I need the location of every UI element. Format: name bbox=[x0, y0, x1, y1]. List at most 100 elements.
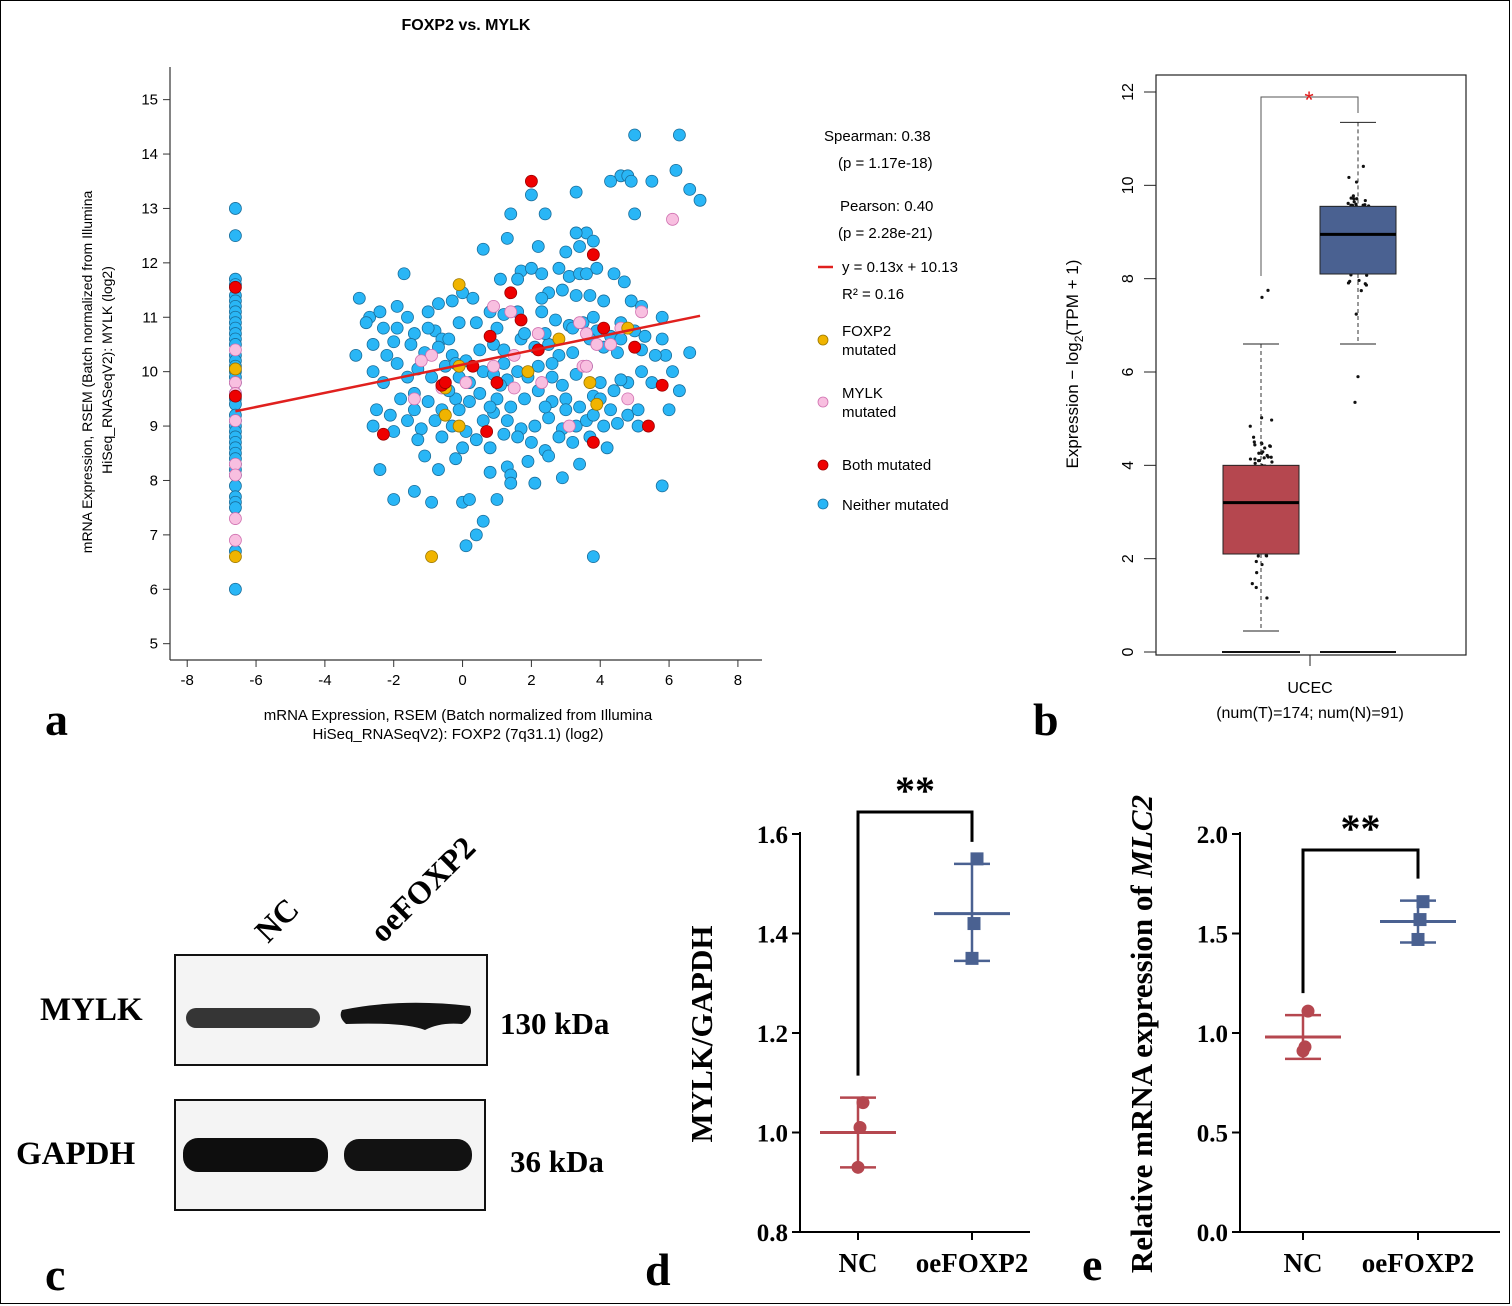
point-foxp2 bbox=[590, 397, 604, 411]
point-neither bbox=[655, 332, 669, 346]
panel-b-dot bbox=[1264, 553, 1268, 558]
spearman-label: Spearman: 0.38 bbox=[824, 128, 931, 145]
point-neither bbox=[552, 430, 566, 444]
point-neither bbox=[542, 411, 556, 425]
panel-b-dot bbox=[1354, 312, 1358, 316]
panel-b-dot bbox=[1270, 460, 1274, 464]
point-neither bbox=[583, 289, 597, 302]
point-neither bbox=[604, 403, 617, 417]
panel-a-x-tick-label: -4 bbox=[318, 672, 331, 689]
point-neither bbox=[604, 174, 617, 188]
panel-label-d: d bbox=[645, 1244, 671, 1295]
point-mylk bbox=[228, 468, 242, 482]
point-neither bbox=[683, 183, 697, 196]
panel-e-x-label-oefoxp2: oeFOXP2 bbox=[1362, 1248, 1474, 1278]
point-neither bbox=[569, 289, 583, 302]
panel-b-dot bbox=[1248, 457, 1253, 461]
panel-b-dot bbox=[1248, 424, 1252, 428]
point-neither bbox=[524, 261, 538, 275]
point-neither bbox=[518, 392, 531, 406]
panel-a-fit-line bbox=[235, 314, 701, 413]
panel-d-point-nc bbox=[853, 1121, 867, 1135]
point-neither bbox=[669, 163, 683, 177]
panel-d-point-oe bbox=[970, 852, 984, 866]
panel-b-dot bbox=[1260, 416, 1264, 420]
legend-mylk-line2: mutated bbox=[842, 404, 896, 421]
legend-mylk-line1: MYLK bbox=[842, 385, 883, 402]
panel-d-y-tick-label: 1.2 bbox=[757, 1021, 788, 1048]
protein-label-gapdh: GAPDH bbox=[16, 1136, 135, 1172]
panel-a-y-tick-label: 10 bbox=[141, 364, 158, 381]
panel-b-dot bbox=[1254, 559, 1258, 564]
panel-a-ylabel-1: mRNA Expression, RSEM (Batch normalized … bbox=[79, 190, 95, 553]
band-gapdh-oefoxp2 bbox=[344, 1139, 472, 1171]
panel-b-dot bbox=[1255, 571, 1259, 575]
point-neither bbox=[672, 128, 686, 142]
panel-a-y-tick-label: 11 bbox=[142, 309, 158, 326]
point-mylk bbox=[590, 338, 604, 351]
point-neither bbox=[693, 193, 707, 207]
panel-a-y-tick-label: 8 bbox=[150, 472, 158, 489]
point-neither bbox=[631, 403, 645, 417]
panel-d-point-oe bbox=[967, 917, 981, 931]
pearson-p: (p = 2.28e-21) bbox=[838, 225, 933, 242]
panel-b-xsub: (num(T)=174; num(N)=91) bbox=[1216, 705, 1404, 722]
point-neither bbox=[449, 452, 463, 466]
point-mylk bbox=[580, 359, 593, 373]
point-neither bbox=[586, 234, 600, 248]
panel-a-xlabel-2: HiSeq_RNASeqV2): FOXP2 (7q31.1) (log2) bbox=[313, 726, 604, 743]
point-neither bbox=[401, 310, 414, 324]
point-neither bbox=[228, 501, 242, 515]
legend-both-label: Both mutated bbox=[842, 457, 931, 474]
panel-b-dot bbox=[1262, 456, 1266, 460]
point-neither bbox=[524, 188, 538, 202]
panel-b-dot bbox=[1352, 200, 1356, 204]
point-mylk bbox=[635, 305, 648, 319]
point-neither bbox=[528, 476, 542, 490]
point-neither bbox=[552, 348, 566, 362]
panel-b-dot bbox=[1254, 585, 1258, 590]
point-both bbox=[490, 376, 504, 389]
panel-a-legend: FOXP2 mutated MYLK mutated Both mutated … bbox=[817, 323, 949, 514]
point-neither bbox=[628, 207, 642, 221]
panel-a-y-tick-label: 13 bbox=[141, 200, 158, 217]
point-neither bbox=[573, 457, 586, 471]
panel-e-y-tick-label: 1.5 bbox=[1197, 922, 1228, 949]
point-neither bbox=[476, 514, 490, 528]
panel-b-ylabel-main: Expression − log bbox=[1063, 342, 1082, 468]
point-neither bbox=[494, 272, 507, 286]
point-neither bbox=[648, 348, 662, 362]
point-neither bbox=[624, 174, 638, 188]
panel-a-y-tick-label: 6 bbox=[150, 581, 158, 598]
point-neither bbox=[228, 582, 242, 596]
lane-label-nc: NC bbox=[247, 891, 305, 949]
point-neither bbox=[655, 479, 669, 493]
point-neither bbox=[411, 433, 425, 447]
point-neither bbox=[614, 373, 628, 387]
point-mylk bbox=[621, 392, 635, 406]
point-neither bbox=[611, 346, 624, 360]
point-neither bbox=[366, 338, 380, 351]
point-mylk bbox=[414, 354, 428, 368]
panel-label-c: c bbox=[45, 1249, 65, 1300]
legend-foxp2-marker bbox=[817, 334, 829, 346]
panel-a-x-tick-label: 0 bbox=[458, 672, 466, 689]
point-neither bbox=[617, 275, 631, 289]
point-neither bbox=[476, 414, 490, 428]
point-mylk bbox=[228, 457, 242, 471]
point-neither bbox=[542, 449, 556, 463]
point-neither bbox=[387, 493, 401, 506]
point-neither bbox=[521, 455, 535, 468]
point-neither bbox=[469, 433, 483, 447]
panel-b-dot bbox=[1363, 282, 1367, 286]
panel-b-dot bbox=[1252, 440, 1256, 444]
point-neither bbox=[473, 387, 487, 400]
point-neither bbox=[535, 267, 549, 281]
point-neither bbox=[463, 493, 476, 506]
panel-c-western-blot: NC oeFOXP2 MYLK 130 kDa GAPDH 36 kDa c bbox=[16, 829, 610, 1300]
point-neither bbox=[352, 291, 366, 305]
point-mylk bbox=[666, 212, 679, 226]
panel-a-y-tick-label: 15 bbox=[141, 92, 158, 109]
point-foxp2 bbox=[438, 408, 452, 422]
